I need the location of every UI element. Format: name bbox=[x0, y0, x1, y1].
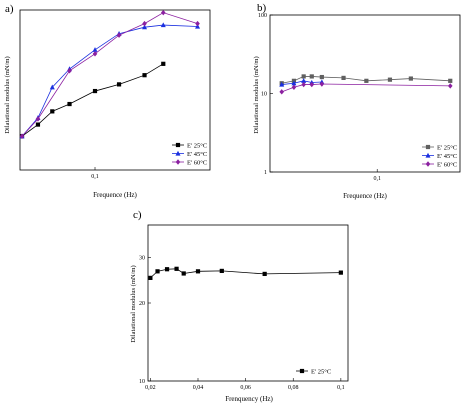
series-line-3 bbox=[281, 83, 451, 93]
plot-frame-a bbox=[19, 9, 211, 171]
data-point bbox=[164, 267, 170, 272]
data-point bbox=[92, 47, 98, 52]
y-tick-label: 20 bbox=[139, 301, 145, 307]
panel-label-c: c) bbox=[133, 209, 142, 221]
panel-label-a: a) bbox=[5, 3, 14, 15]
data-point bbox=[448, 78, 453, 83]
panel-b: b) Frequence (Hz) Dilatational modulus (… bbox=[253, 2, 461, 200]
data-point bbox=[309, 74, 314, 79]
data-point bbox=[67, 68, 72, 74]
data-point bbox=[262, 271, 267, 277]
panel-a: a) Frequence (Hz) Dilatational modulus (… bbox=[4, 3, 211, 199]
data-point bbox=[181, 271, 186, 276]
legend-marker bbox=[425, 161, 431, 167]
data-point bbox=[67, 101, 72, 107]
plot-frame-b bbox=[269, 14, 461, 173]
x-tick-label: 0,02 bbox=[145, 385, 156, 391]
data-point bbox=[364, 78, 369, 83]
y-tick-label: 10 bbox=[139, 379, 145, 385]
data-point bbox=[92, 51, 98, 57]
data-point bbox=[19, 133, 25, 139]
legend-label: E' 25°C bbox=[187, 142, 207, 149]
data-point bbox=[408, 76, 413, 81]
data-point bbox=[387, 77, 393, 82]
y-tick-label: 10 bbox=[261, 92, 267, 98]
data-point bbox=[50, 109, 55, 114]
data-point bbox=[116, 32, 122, 38]
y-tick-label: 100 bbox=[258, 13, 267, 19]
legend-label: E' 25°C bbox=[311, 368, 331, 375]
data-point bbox=[309, 81, 315, 88]
data-point bbox=[301, 81, 306, 88]
data-point bbox=[338, 270, 343, 275]
legend-marker bbox=[175, 159, 181, 165]
data-point bbox=[174, 266, 179, 271]
legend-label: E' 45°C bbox=[187, 151, 207, 158]
data-point bbox=[160, 22, 166, 28]
panel-label-b: b) bbox=[257, 2, 267, 14]
data-point bbox=[301, 78, 307, 83]
series-line-2 bbox=[21, 24, 198, 137]
legend-marker bbox=[299, 368, 305, 374]
y-tick-label: 1 bbox=[264, 170, 267, 176]
x-tick-label: 0,1 bbox=[337, 385, 345, 391]
data-point bbox=[319, 81, 325, 87]
data-point bbox=[161, 61, 166, 66]
data-point bbox=[279, 89, 285, 95]
data-point bbox=[291, 80, 297, 86]
series-line-1 bbox=[281, 76, 451, 84]
data-point bbox=[279, 81, 285, 87]
y-axis-label-a: Dilatational modulus (mN/m) bbox=[4, 56, 11, 133]
data-point bbox=[148, 275, 153, 280]
y-axis-label-b: Dilatational modulus (mN/m) bbox=[253, 56, 260, 133]
data-point bbox=[195, 269, 201, 274]
legend-label: E' 60°C bbox=[437, 161, 457, 168]
x-axis-label-c: Frenquency (Hz) bbox=[225, 395, 273, 403]
data-point bbox=[92, 88, 98, 94]
panel-c: c) Frenquency (Hz) Dilatational modulus … bbox=[130, 209, 349, 403]
data-point bbox=[291, 84, 297, 90]
legend-label: E' 45°C bbox=[437, 153, 457, 160]
y-tick-label: 30 bbox=[139, 255, 145, 261]
legend-label: E' 60°C bbox=[187, 159, 207, 166]
data-point bbox=[116, 82, 122, 87]
legend-marker bbox=[425, 152, 431, 158]
legend-marker bbox=[175, 142, 181, 148]
data-point bbox=[155, 269, 160, 274]
series-line-1 bbox=[150, 268, 341, 279]
data-point bbox=[49, 84, 55, 90]
y-axis-label-c: Dilatational modulus (mN/m) bbox=[130, 265, 137, 342]
data-point bbox=[142, 20, 147, 27]
data-point bbox=[35, 116, 41, 122]
plot-frame-c bbox=[147, 224, 349, 382]
data-point bbox=[219, 268, 224, 274]
data-point bbox=[447, 83, 453, 89]
data-point bbox=[35, 122, 41, 127]
x-tick-label: 0,08 bbox=[288, 385, 299, 391]
data-point bbox=[142, 24, 148, 30]
x-axis-label-b: Frequence (Hz) bbox=[343, 192, 387, 200]
x-tick-label: 0,04 bbox=[193, 385, 204, 391]
x-axis-label-a: Frequence (Hz) bbox=[93, 191, 137, 199]
data-point bbox=[142, 73, 147, 78]
x-tick-label: 0,06 bbox=[240, 385, 251, 391]
data-point bbox=[319, 74, 324, 80]
data-point bbox=[301, 74, 306, 79]
legend-marker bbox=[175, 150, 181, 156]
legend-marker bbox=[425, 144, 431, 150]
data-point bbox=[160, 9, 166, 16]
series-line-3 bbox=[21, 12, 198, 137]
data-point bbox=[341, 75, 346, 81]
x-tick-label: 0,1 bbox=[91, 174, 99, 180]
series-line-1 bbox=[21, 63, 164, 137]
x-tick-label: 0,1 bbox=[373, 176, 381, 182]
data-point bbox=[195, 20, 200, 27]
legend-label: E' 25°C bbox=[437, 144, 457, 151]
